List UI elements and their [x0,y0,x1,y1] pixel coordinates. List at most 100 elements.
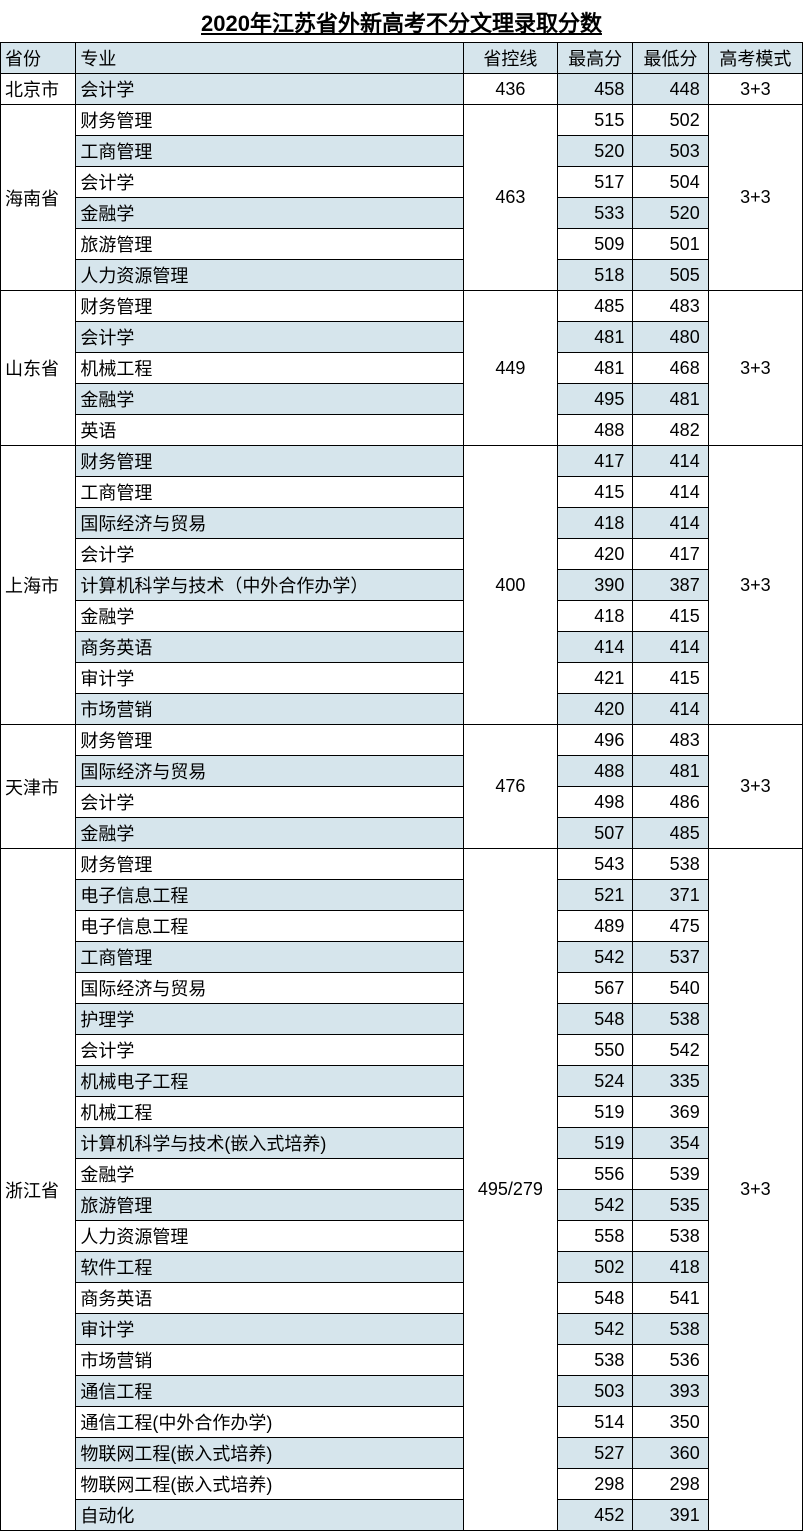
cell-major: 会计学 [76,74,463,105]
cell-major: 软件工程 [76,1252,463,1283]
table-row: 国际经济与贸易488481 [1,756,803,787]
cell-max-score: 414 [557,632,632,663]
table-row: 浙江省财务管理495/2795435383+3 [1,849,803,880]
table-row: 计算机科学与技术（中外合作办学）390387 [1,570,803,601]
cell-max-score: 538 [557,1345,632,1376]
cell-major: 英语 [76,415,463,446]
cell-major: 会计学 [76,322,463,353]
table-row: 会计学420417 [1,539,803,570]
cell-control-line: 400 [463,446,557,725]
table-row: 商务英语548541 [1,1283,803,1314]
cell-min-score: 475 [633,911,708,942]
table-row: 国际经济与贸易418414 [1,508,803,539]
cell-mode: 3+3 [708,105,802,291]
cell-max-score: 519 [557,1128,632,1159]
cell-min-score: 418 [633,1252,708,1283]
table-row: 物联网工程(嵌入式培养)527360 [1,1438,803,1469]
table-row: 通信工程503393 [1,1376,803,1407]
cell-max-score: 488 [557,756,632,787]
table-row: 计算机科学与技术(嵌入式培养)519354 [1,1128,803,1159]
cell-min-score: 480 [633,322,708,353]
table-row: 物联网工程(嵌入式培养)298298 [1,1469,803,1500]
table-row: 市场营销538536 [1,1345,803,1376]
cell-min-score: 483 [633,291,708,322]
cell-major: 工商管理 [76,136,463,167]
cell-max-score: 507 [557,818,632,849]
cell-max-score: 509 [557,229,632,260]
cell-min-score: 483 [633,725,708,756]
cell-min-score: 504 [633,167,708,198]
cell-max-score: 489 [557,911,632,942]
cell-province: 山东省 [1,291,76,446]
cell-min-score: 335 [633,1066,708,1097]
cell-min-score: 538 [633,1004,708,1035]
cell-min-score: 360 [633,1438,708,1469]
cell-min-score: 540 [633,973,708,1004]
table-row: 金融学533520 [1,198,803,229]
cell-major: 工商管理 [76,942,463,973]
cell-max-score: 418 [557,601,632,632]
col-min-score: 最低分 [633,43,708,74]
cell-max-score: 542 [557,1314,632,1345]
table-row: 通信工程(中外合作办学)514350 [1,1407,803,1438]
cell-major: 旅游管理 [76,229,463,260]
cell-max-score: 498 [557,787,632,818]
table-row: 会计学550542 [1,1035,803,1066]
cell-max-score: 533 [557,198,632,229]
cell-min-score: 414 [633,694,708,725]
table-row: 软件工程 502418 [1,1252,803,1283]
table-row: 金融学418415 [1,601,803,632]
cell-major: 商务英语 [76,632,463,663]
table-row: 工商管理415414 [1,477,803,508]
table-row: 金融学495481 [1,384,803,415]
scores-table: 省份 专业 省控线 最高分 最低分 高考模式 北京市会计学4364584483+… [0,42,803,1531]
cell-major: 财务管理 [76,446,463,477]
cell-province: 上海市 [1,446,76,725]
cell-min-score: 414 [633,632,708,663]
cell-max-score: 298 [557,1469,632,1500]
cell-max-score: 502 [557,1252,632,1283]
table-row: 自动化452391 [1,1500,803,1531]
cell-max-score: 567 [557,973,632,1004]
cell-max-score: 542 [557,1190,632,1221]
cell-min-score: 502 [633,105,708,136]
cell-max-score: 517 [557,167,632,198]
table-row: 电子信息工程521371 [1,880,803,911]
cell-major: 国际经济与贸易 [76,508,463,539]
table-row: 上海市财务管理4004174143+3 [1,446,803,477]
table-row: 山东省财务管理4494854833+3 [1,291,803,322]
cell-mode: 3+3 [708,725,802,849]
table-row: 会计学517504 [1,167,803,198]
cell-min-score: 501 [633,229,708,260]
cell-control-line: 436 [463,74,557,105]
cell-min-score: 481 [633,384,708,415]
cell-max-score: 542 [557,942,632,973]
cell-max-score: 481 [557,322,632,353]
cell-mode: 3+3 [708,446,802,725]
cell-max-score: 543 [557,849,632,880]
cell-major: 机械电子工程 [76,1066,463,1097]
table-row: 机械工程519369 [1,1097,803,1128]
cell-min-score: 538 [633,849,708,880]
cell-major: 人力资源管理 [76,1221,463,1252]
cell-min-score: 541 [633,1283,708,1314]
cell-min-score: 486 [633,787,708,818]
cell-min-score: 393 [633,1376,708,1407]
cell-major: 市场营销 [76,1345,463,1376]
cell-max-score: 514 [557,1407,632,1438]
table-row: 商务英语 414414 [1,632,803,663]
cell-min-score: 350 [633,1407,708,1438]
col-major: 专业 [76,43,463,74]
cell-major: 金融学 [76,818,463,849]
cell-max-score: 515 [557,105,632,136]
cell-province: 北京市 [1,74,76,105]
cell-min-score: 415 [633,601,708,632]
cell-major: 自动化 [76,1500,463,1531]
cell-min-score: 520 [633,198,708,229]
cell-min-score: 485 [633,818,708,849]
cell-max-score: 485 [557,291,632,322]
cell-control-line: 495/279 [463,849,557,1531]
cell-major: 物联网工程(嵌入式培养) [76,1469,463,1500]
table-row: 海南省财务管理4635155023+3 [1,105,803,136]
cell-max-score: 520 [557,136,632,167]
